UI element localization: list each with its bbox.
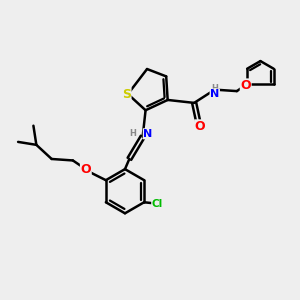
Text: N: N bbox=[210, 89, 219, 99]
Text: O: O bbox=[240, 79, 251, 92]
Text: N: N bbox=[143, 129, 153, 139]
Text: S: S bbox=[122, 88, 131, 100]
Text: O: O bbox=[195, 120, 206, 133]
Text: H: H bbox=[211, 84, 218, 93]
Text: H: H bbox=[129, 129, 136, 138]
Text: Cl: Cl bbox=[152, 199, 163, 209]
Text: O: O bbox=[80, 164, 91, 176]
